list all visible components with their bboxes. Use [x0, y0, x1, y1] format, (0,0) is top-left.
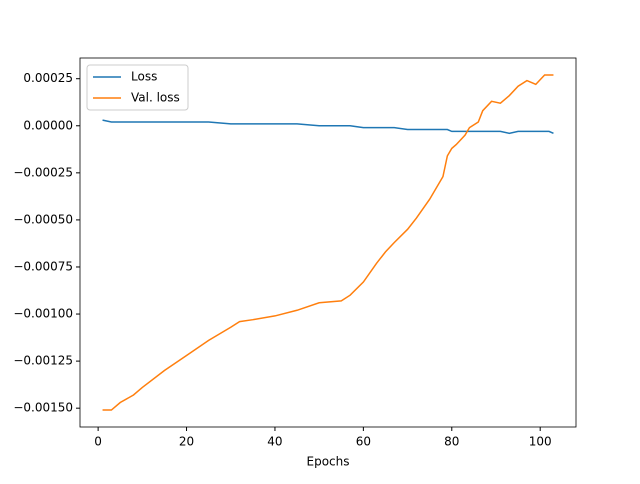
x-tick-label: 100: [529, 435, 552, 449]
x-tick-label: 0: [94, 435, 102, 449]
y-tick-label: −0.00150: [13, 401, 73, 415]
y-tick-label: −0.00025: [13, 165, 73, 179]
y-tick-label: 0.00000: [23, 118, 73, 132]
x-axis-label: Epochs: [307, 455, 350, 469]
x-tick-label: 80: [444, 435, 459, 449]
x-tick-label: 40: [267, 435, 282, 449]
legend-label: Loss: [131, 70, 157, 84]
y-tick-label: −0.00050: [13, 212, 73, 226]
y-tick-label: −0.00125: [13, 354, 73, 368]
line-series: [102, 119, 554, 135]
y-tick-label: 0.00025: [23, 71, 73, 85]
legend-label: Val. loss: [131, 91, 180, 105]
x-tick-label: 20: [179, 435, 194, 449]
plot-frame: [79, 57, 577, 428]
x-tick-label: 60: [356, 435, 371, 449]
y-tick-label: −0.00075: [13, 259, 73, 273]
y-tick-label: −0.00100: [13, 307, 73, 321]
line-series: [102, 74, 554, 411]
